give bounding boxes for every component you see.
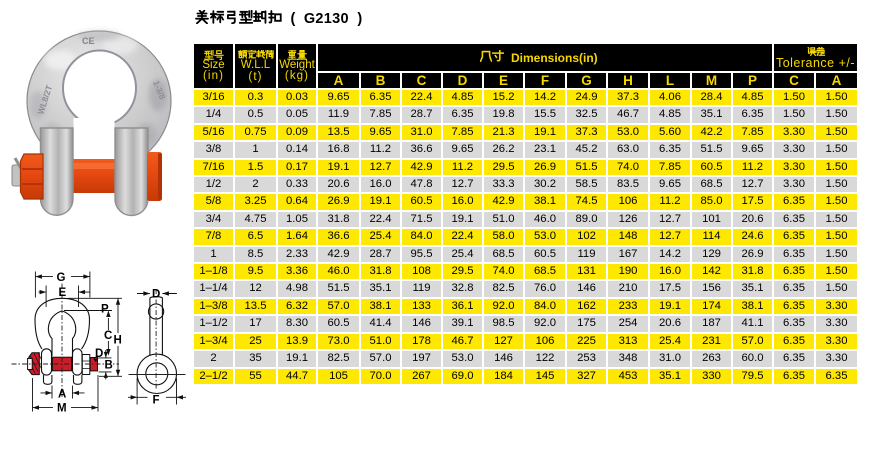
- svg-text:G: G: [57, 272, 66, 284]
- svg-text:D: D: [152, 289, 160, 301]
- svg-text:B: B: [105, 360, 113, 372]
- svg-text:E: E: [59, 287, 67, 299]
- svg-text:P: P: [101, 304, 109, 316]
- svg-text:C: C: [104, 330, 112, 342]
- svg-text:M: M: [57, 403, 67, 415]
- svg-text:F: F: [153, 395, 160, 407]
- svg-text:H: H: [114, 335, 122, 347]
- svg-text:CE: CE: [82, 36, 95, 46]
- svg-text:A: A: [58, 388, 66, 400]
- svg-text:D: D: [95, 348, 103, 360]
